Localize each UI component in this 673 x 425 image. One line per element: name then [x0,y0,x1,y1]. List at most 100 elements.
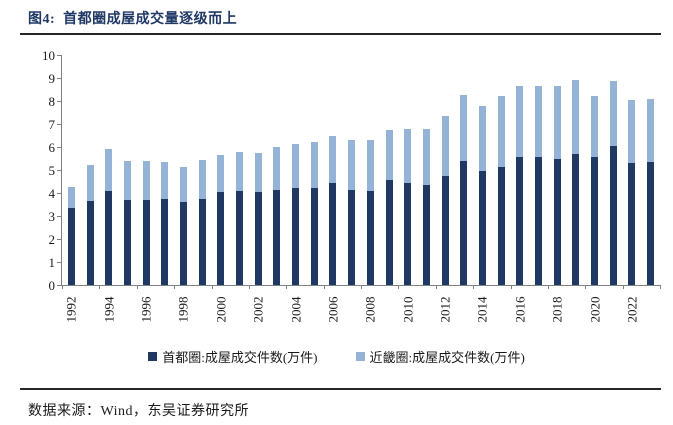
bar-segment-首都圈-2017 [535,157,543,285]
x-tick [547,285,549,289]
bar-segment-近畿圈-1992 [67,187,75,208]
x-tick-label-2020: 2020 [587,296,603,323]
bar-segment-首都圈-2016 [516,157,524,285]
x-tick [398,285,400,289]
y-tick [57,78,61,79]
y-tick-label: 8 [48,94,56,109]
x-tick [248,285,250,289]
x-tick-label-2002: 2002 [250,296,266,323]
bar-segment-首都圈-2010 [404,182,412,285]
bar-segment-近畿圈-2010 [404,128,412,183]
bar-segment-近畿圈-1998 [179,166,187,203]
bar-segment-近畿圈-2004 [292,143,300,189]
bar-segment-近畿圈-1999 [198,159,206,199]
x-tick-label-2008: 2008 [362,296,378,323]
x-tick-label-2022: 2022 [624,296,640,323]
bar-segment-近畿圈-2001 [236,151,244,191]
bar-segment-近畿圈-2009 [385,129,393,181]
bar-segment-近畿圈-1997 [161,161,169,199]
y-tick [57,285,61,286]
legend-swatch-kinki-icon [355,352,365,361]
bar-segment-近畿圈-2019 [572,80,580,154]
x-tick [435,285,437,289]
x-tick-label-2000: 2000 [213,296,229,323]
y-tick-label: 0 [48,278,56,293]
bar-segment-近畿圈-2005 [310,142,318,189]
x-tick [510,285,512,289]
bar-segment-近畿圈-2023 [647,98,655,162]
y-tick-label: 9 [48,71,56,86]
title-divider [20,33,661,35]
bar-segment-首都圈-2005 [310,188,318,285]
x-tick [585,285,587,289]
x-tick [286,285,288,289]
figure-title: 图4: 首都圈成屋成交量逐级而上 [28,12,238,27]
bar-segment-近畿圈-1995 [123,160,131,200]
bar-segment-近畿圈-2015 [497,96,505,167]
x-tick [62,285,63,289]
x-tick [174,285,176,289]
y-tick [57,124,61,125]
bar-segment-近畿圈-2007 [348,140,356,190]
x-tick-label-1996: 1996 [138,296,154,323]
x-tick-label-2004: 2004 [288,296,304,323]
x-tick-label-1998: 1998 [175,296,191,323]
y-tick [57,170,61,171]
y-tick [57,55,61,56]
source-note: 数据来源：Wind，东吴证券研究所 [28,404,250,419]
bar-segment-首都圈-2015 [497,166,505,285]
x-tick [323,285,325,289]
bar-segment-首都圈-2007 [348,189,356,285]
bar-segment-首都圈-2021 [609,145,617,285]
x-tick [473,285,475,289]
bottom-divider [20,388,661,390]
bar-segment-近畿圈-2002 [254,152,262,192]
legend-item-shutoken: 首都圈:成屋成交件数(万件) [148,347,318,366]
x-tick-label-1992: 1992 [63,296,79,323]
bar-segment-近畿圈-2022 [628,99,636,164]
bar-segment-近畿圈-2016 [516,86,524,158]
bar-segment-首都圈-2013 [460,160,468,285]
y-tick-label: 1 [48,255,56,270]
bar-segment-近畿圈-1996 [142,160,150,200]
legend-swatch-shutoken-icon [148,352,158,361]
x-tick-label-2014: 2014 [474,296,490,323]
x-tick [361,285,362,289]
y-tick-label: 7 [48,117,56,132]
bar-segment-近畿圈-2014 [478,105,486,172]
bar-segment-首都圈-1999 [198,198,206,285]
y-tick-label: 6 [48,140,56,155]
x-tick-label-2016: 2016 [512,296,528,323]
bar-segment-首都圈-1997 [161,198,169,285]
y-tick-label: 10 [42,48,55,63]
x-tick-label-2006: 2006 [325,296,341,323]
x-tick-label-2012: 2012 [437,296,453,323]
y-tick [57,239,61,240]
y-tick [57,193,61,194]
bar-segment-首都圈-2020 [591,157,599,285]
x-tick [99,285,101,289]
legend-label-kinki: 近畿圈:成屋成交件数(万件) [369,350,525,365]
bar-segment-首都圈-1992 [67,207,75,285]
bar-segment-近畿圈-2011 [422,128,430,185]
bar-segment-首都圈-1993 [86,201,94,285]
bar-segment-首都圈-1998 [179,202,187,285]
bar-segment-近畿圈-2013 [460,95,468,161]
bar-segment-首都圈-2004 [292,188,300,285]
bar-segment-近畿圈-2008 [366,140,374,191]
y-tick-label: 4 [48,186,56,201]
bar-segment-近畿圈-2000 [217,155,225,192]
plot-area [57,55,661,289]
bar-segment-首都圈-2009 [385,180,393,285]
x-tick-label-1994: 1994 [101,296,117,323]
bar-segment-近畿圈-2018 [553,86,561,159]
bar-segment-首都圈-2006 [329,182,337,285]
y-tick-label: 5 [48,163,56,178]
bar-segment-首都圈-2003 [273,189,281,285]
y-tick [57,216,61,217]
bar-segment-首都圈-2008 [366,190,374,285]
y-tick [57,101,61,102]
bar-segment-首都圈-2011 [422,184,430,285]
bar-segment-近畿圈-1994 [105,149,113,191]
